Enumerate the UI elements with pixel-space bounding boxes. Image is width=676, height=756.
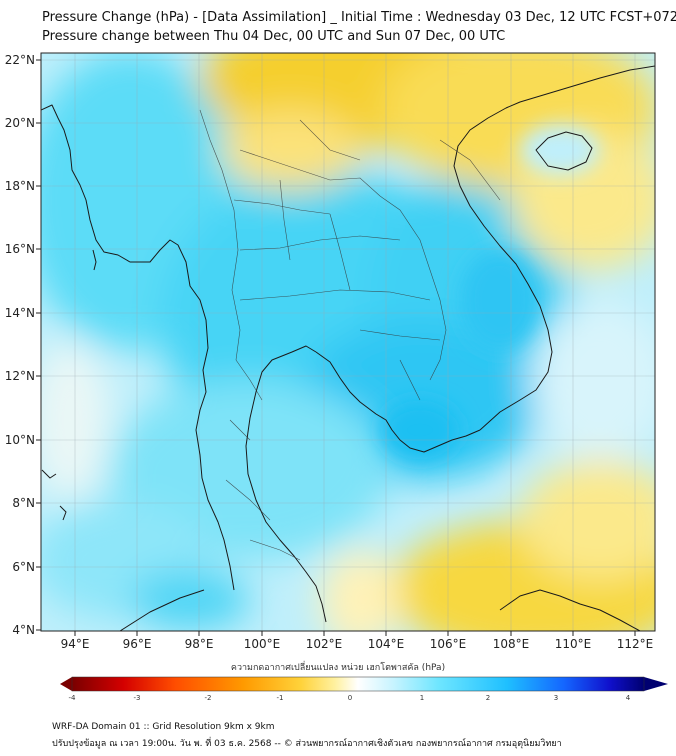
colorbar-title: ความกดอากาศเปลี่ยนแปลง หน่วย เฮกโตพาสคัล… xyxy=(230,663,446,673)
coastlines xyxy=(41,65,655,631)
lat-label: 20°N xyxy=(5,116,35,130)
pressure-field xyxy=(41,53,655,631)
lon-label: 106°E xyxy=(430,637,467,651)
lat-label: 6°N xyxy=(12,560,35,574)
latitude-labels: 22°N 20°N 18°N 16°N 14°N 12°N 10°N 8°N 6… xyxy=(5,53,35,637)
lat-label: 12°N xyxy=(5,369,35,383)
colorbar-tick: -4 xyxy=(69,694,77,702)
footer-grid-info: WRF-DA Domain 01 :: Grid Resolution 9km … xyxy=(52,722,275,732)
lon-label: 96°E xyxy=(123,637,152,651)
colorbar-ramp xyxy=(72,677,644,691)
map-frame xyxy=(40,52,656,632)
colorbar xyxy=(60,676,668,692)
lat-label: 4°N xyxy=(12,623,35,637)
lon-label: 104°E xyxy=(368,637,405,651)
colorbar-tick: 4 xyxy=(626,694,631,702)
province-borders xyxy=(199,109,501,561)
colorbar-tick-labels: -4 -3 -2 -1 0 1 2 3 4 xyxy=(69,694,631,702)
colorbar-tick: -1 xyxy=(277,694,284,702)
colorbar-tick: -2 xyxy=(205,694,212,702)
lon-label: 100°E xyxy=(244,637,281,651)
lon-label: 110°E xyxy=(555,637,592,651)
lat-label: 10°N xyxy=(5,433,35,447)
lat-label: 18°N xyxy=(5,179,35,193)
lon-label: 112°E xyxy=(617,637,654,651)
lon-label: 108°E xyxy=(493,637,530,651)
lon-label: 102°E xyxy=(306,637,343,651)
colorbar-tick: 1 xyxy=(420,694,424,702)
lat-label: 8°N xyxy=(12,496,35,510)
axis-ticks xyxy=(36,59,636,636)
colorbar-tick: 0 xyxy=(348,694,352,702)
colorbar-tick: 3 xyxy=(554,694,558,702)
lon-label: 98°E xyxy=(185,637,214,651)
colorbar-min-arrow xyxy=(60,677,72,691)
colorbar-max-arrow xyxy=(644,677,668,691)
colorbar-tick: 2 xyxy=(486,694,490,702)
lon-label: 94°E xyxy=(61,637,90,651)
lat-label: 14°N xyxy=(5,306,35,320)
lat-label: 22°N xyxy=(5,53,35,67)
map-title: Pressure Change (hPa) - [Data Assimilati… xyxy=(42,10,676,25)
map-subtitle: Pressure change between Thu 04 Dec, 00 U… xyxy=(42,29,506,44)
grid-lines xyxy=(41,53,655,631)
colorbar-tick: -3 xyxy=(134,694,141,702)
footer-credit: ปรับปรุงข้อมูล ณ เวลา 19:00น. วัน พ. ที่… xyxy=(52,739,562,749)
longitude-labels: 94°E 96°E 98°E 100°E 102°E 104°E 106°E 1… xyxy=(61,637,654,651)
lat-label: 16°N xyxy=(5,242,35,256)
